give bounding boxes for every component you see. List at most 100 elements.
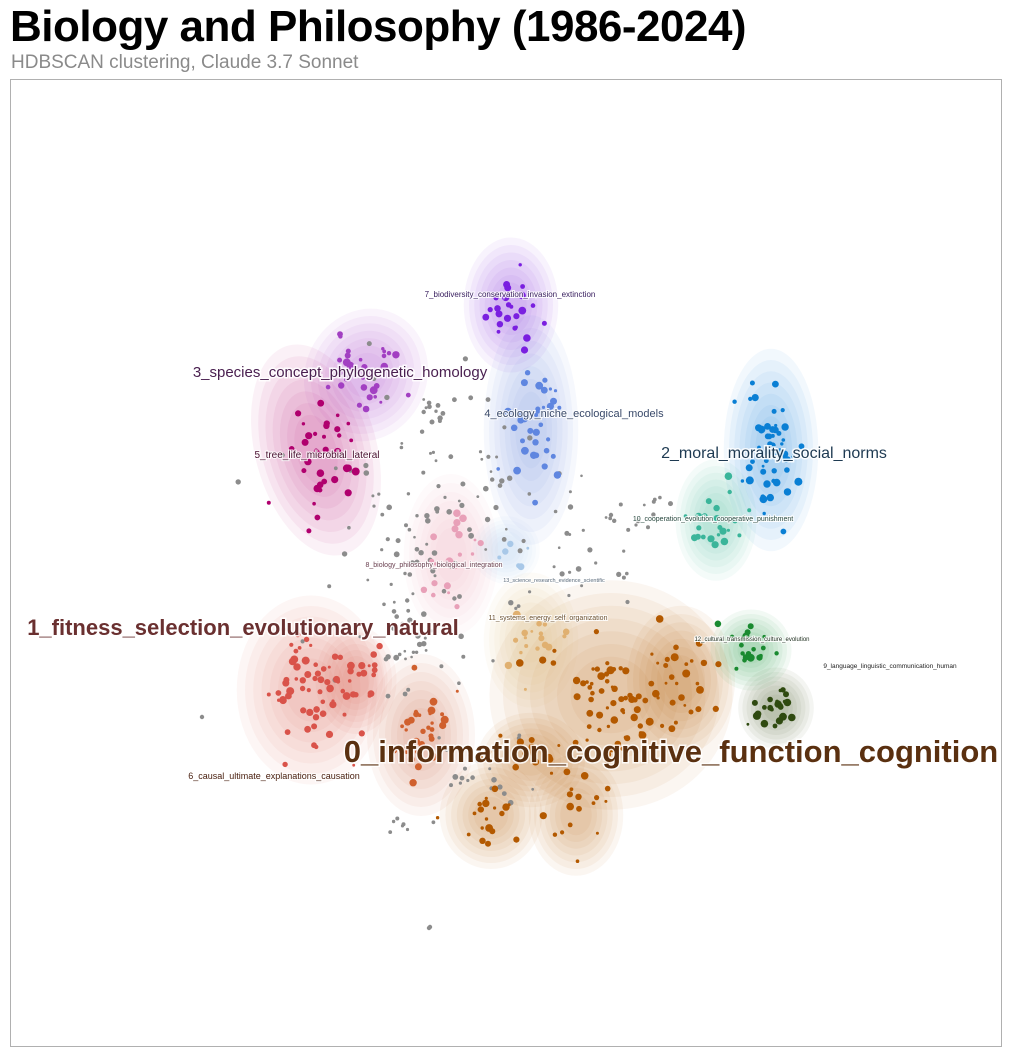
noise-point: [622, 549, 626, 553]
noise-point: [499, 478, 505, 484]
cluster-10-point: [737, 533, 742, 538]
cluster-0-point: [598, 688, 605, 694]
cluster-1-point: [358, 662, 366, 670]
noise-point: [385, 537, 390, 542]
cluster-1-point: [371, 662, 378, 668]
cluster-1-point: [282, 761, 288, 768]
cluster-2-point: [750, 459, 755, 464]
cluster-5-point: [295, 410, 302, 417]
cluster-0-point: [610, 700, 617, 707]
cluster-0-point: [557, 744, 561, 747]
cluster-8-point: [477, 540, 484, 547]
cluster-0-point: [493, 806, 497, 810]
cluster-2-point: [783, 488, 792, 496]
cluster-1-point: [336, 679, 341, 684]
density-contour: [560, 794, 592, 836]
cluster-1-point: [314, 670, 321, 677]
noise-point: [608, 516, 613, 521]
cluster-1-point: [275, 690, 282, 696]
noise-point: [458, 748, 463, 753]
noise-point: [366, 341, 372, 347]
density-contour: [744, 393, 798, 507]
noise-point: [407, 572, 413, 577]
cluster-4-point: [520, 415, 528, 423]
cluster-0-point: [669, 699, 676, 706]
cluster-11-point: [536, 620, 542, 627]
cluster-0-point: [712, 705, 719, 713]
cluster-0-point: [597, 727, 602, 733]
density-contour: [719, 618, 783, 682]
cluster-0-point: [605, 751, 612, 758]
cluster-3-point: [373, 383, 380, 389]
density-contour: [477, 712, 585, 808]
cluster-4-point: [546, 437, 551, 442]
cluster-5-point: [351, 467, 360, 476]
cluster-0-point: [627, 692, 633, 699]
noise-point: [502, 425, 507, 430]
cluster-0-point: [529, 750, 534, 754]
cluster-0-point: [594, 666, 600, 672]
chart-subtitle: HDBSCAN clustering, Claude 3.7 Sonnet: [11, 52, 359, 73]
density-contour: [557, 644, 665, 746]
scatter-plot: 0_information_cognitive_function_cogniti…: [26, 237, 1000, 931]
cluster-10-point: [724, 472, 733, 481]
cluster-10-point: [727, 489, 732, 495]
cluster-1-point: [331, 653, 339, 660]
noise-point: [642, 503, 646, 507]
cluster-7-point: [530, 303, 536, 308]
density-contour: [483, 572, 579, 708]
cluster-8-point: [457, 552, 462, 557]
cluster-0-point: [635, 693, 642, 700]
noise-point: [501, 537, 507, 542]
cluster-1-point: [358, 730, 365, 737]
density-contour: [728, 627, 774, 673]
noise-point: [425, 542, 429, 546]
cluster-0-point: [638, 731, 643, 736]
noise-point: [457, 594, 462, 599]
cluster-2-point: [766, 493, 774, 502]
cluster-0-point: [673, 644, 679, 651]
cluster-8-point: [470, 552, 475, 556]
cluster-10-point: [726, 528, 731, 532]
noise-point: [507, 475, 513, 481]
cluster-5-point: [301, 468, 307, 474]
density-contour: [385, 681, 457, 789]
noise-point: [489, 470, 493, 473]
noise-point: [426, 400, 432, 406]
cluster-7-point: [505, 302, 512, 308]
cluster-12-point: [756, 654, 763, 661]
cluster-7-point: [503, 314, 512, 322]
noise-point: [377, 492, 381, 496]
noise-point: [418, 550, 424, 556]
noise-point: [400, 824, 405, 828]
noise-point: [421, 409, 426, 415]
cluster-1-point: [299, 677, 306, 684]
cluster-13-point: [526, 546, 530, 550]
noise-point: [371, 376, 377, 381]
noise-point: [366, 578, 370, 582]
cluster-0-point: [477, 801, 483, 807]
cluster-11-point: [512, 610, 521, 619]
density-contour: [627, 605, 735, 755]
density-contour: [473, 797, 509, 833]
cluster-0-point: [633, 706, 641, 714]
cluster-8-point: [431, 580, 438, 587]
cluster-6-point: [400, 724, 404, 729]
cluster-1-point: [312, 714, 320, 721]
cluster-0-point: [513, 836, 520, 843]
density-contour: [409, 483, 493, 627]
cluster-6-point: [417, 713, 422, 717]
noise-point: [363, 462, 369, 469]
density-contour: [543, 631, 679, 759]
noise-point: [651, 512, 656, 517]
cluster-0-point: [614, 740, 622, 748]
noise-point: [516, 604, 521, 608]
noise-point: [391, 819, 396, 824]
cluster-6-point: [407, 755, 416, 764]
cluster-13-point: [497, 555, 502, 560]
density-contour: [236, 595, 386, 785]
noise-point: [483, 485, 489, 492]
cluster-5-point: [322, 434, 326, 439]
cluster-8-point: [429, 558, 435, 564]
noise-point: [458, 781, 462, 785]
